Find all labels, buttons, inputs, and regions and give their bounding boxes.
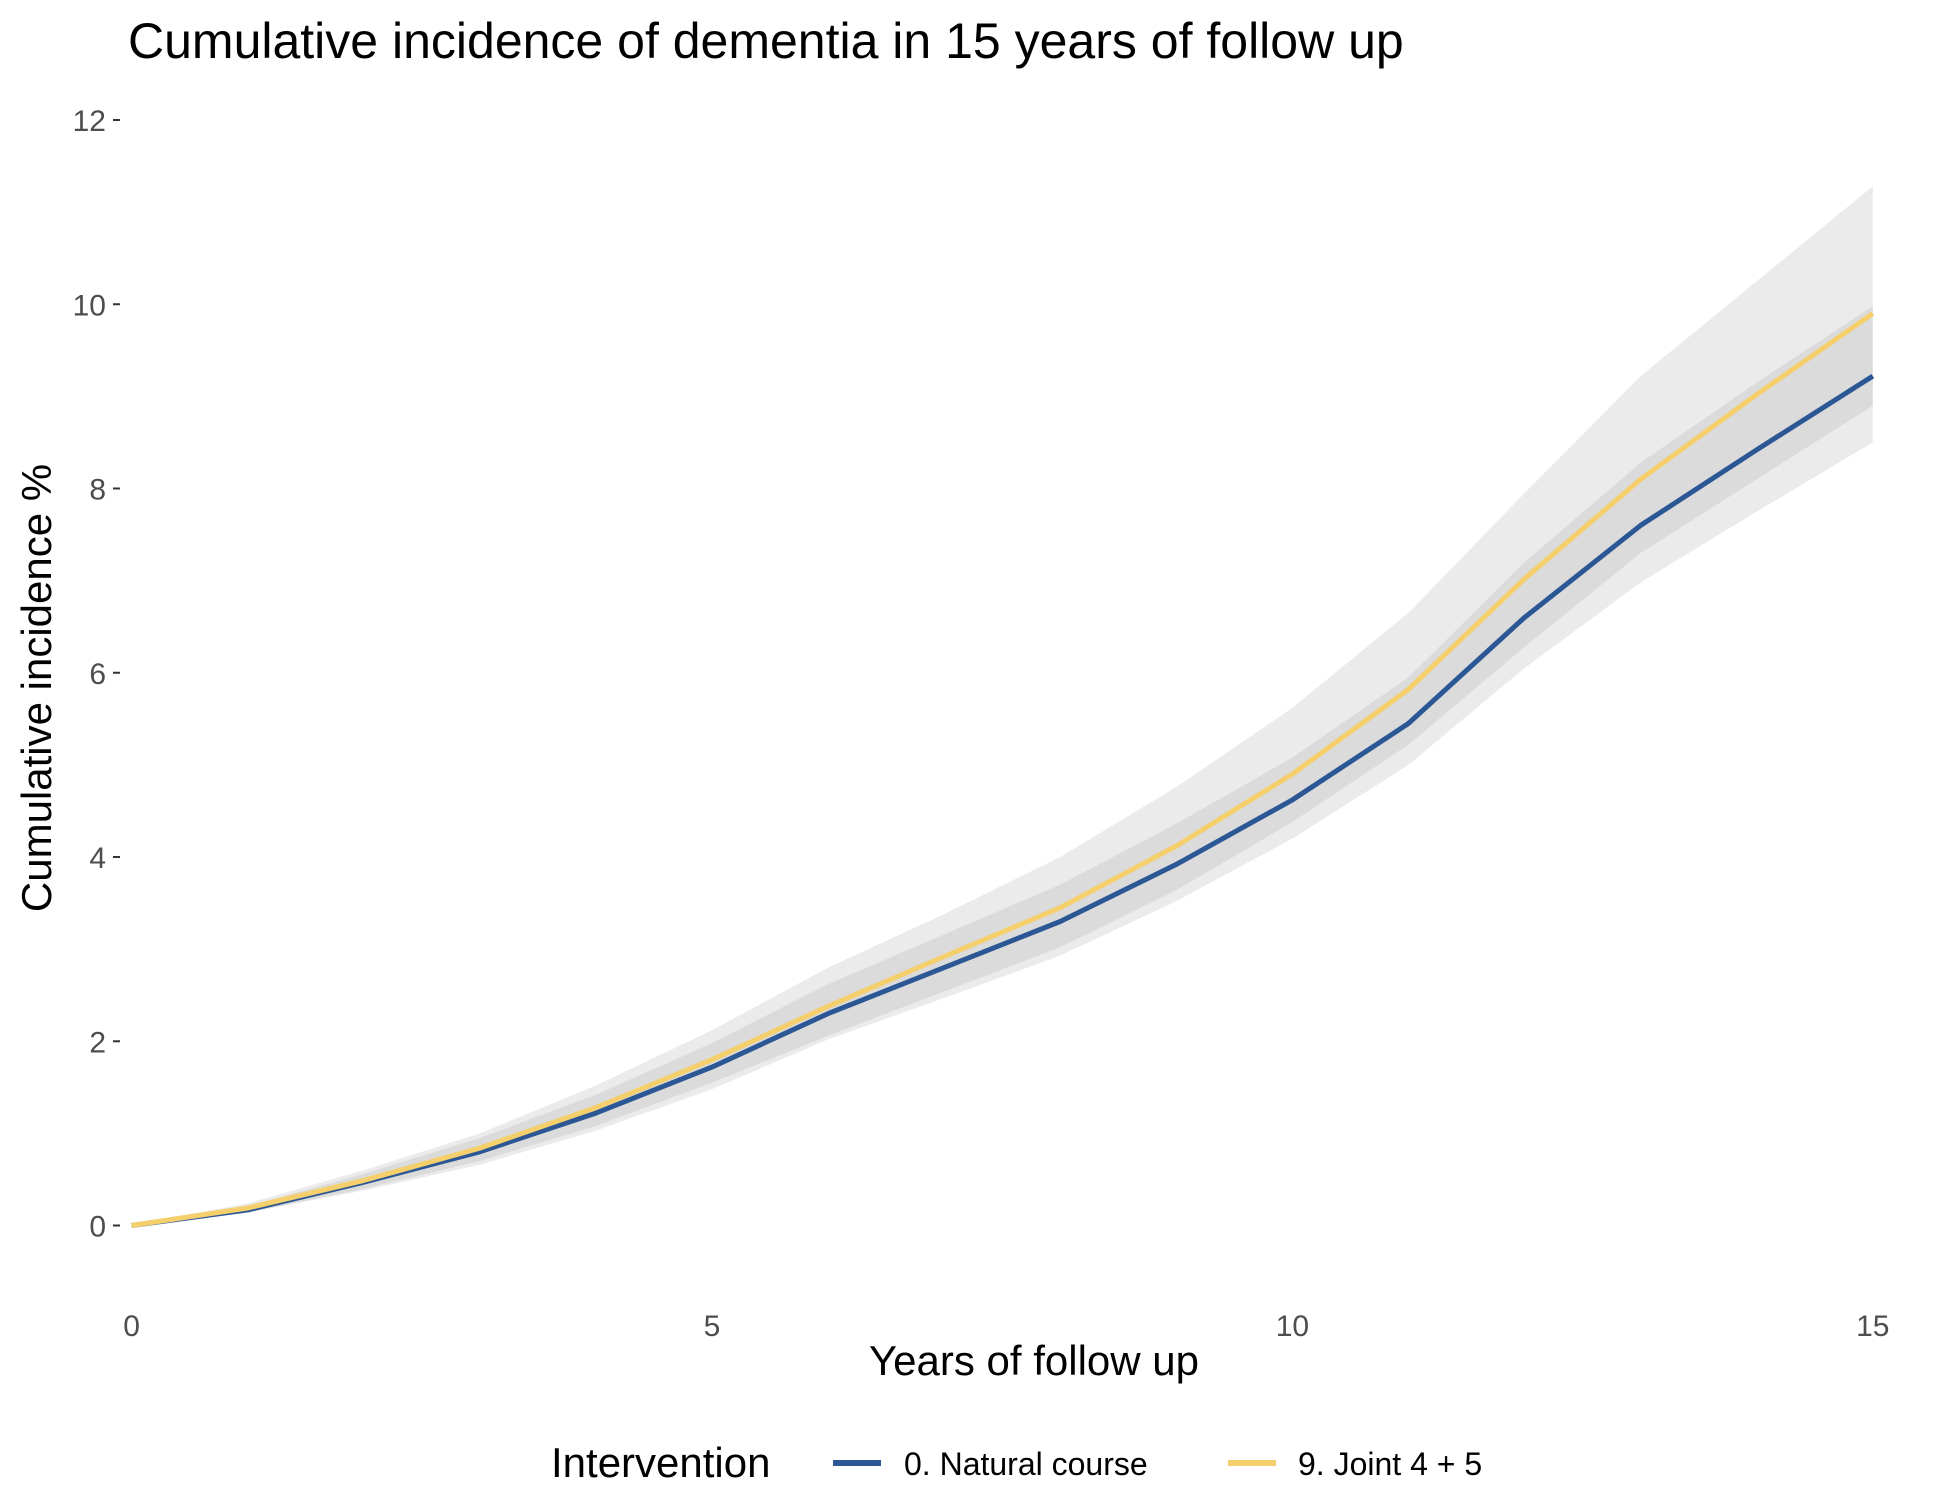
x-tick-label: 0: [123, 1310, 140, 1343]
y-axis: 0 2 4 6 8 10 12: [73, 105, 120, 1244]
y-tick-label: 4: [89, 842, 106, 875]
chart-title: Cumulative incidence of dementia in 15 y…: [128, 13, 1404, 69]
confidence-band-joint-4-5: [131, 186, 1873, 1226]
confidence-bands: [131, 186, 1873, 1226]
legend-label-natural-course: 0. Natural course: [904, 1446, 1148, 1482]
legend-label-joint-4-5: 9. Joint 4 + 5: [1298, 1446, 1482, 1482]
y-tick-label: 12: [73, 105, 106, 138]
y-tick-label: 6: [89, 658, 106, 691]
series-line-joint-4-5: [131, 311, 1875, 1228]
y-tick-label: 0: [89, 1211, 106, 1244]
y-tick-label: 10: [73, 289, 106, 322]
y-axis-title: Cumulative incidence %: [13, 464, 60, 912]
x-axis: 0 5 10 15: [123, 1310, 1889, 1343]
y-tick-label: 2: [89, 1026, 106, 1059]
x-tick-label: 15: [1856, 1310, 1889, 1343]
legend-title: Intervention: [551, 1439, 770, 1486]
series-lines: [131, 311, 1875, 1228]
x-tick-label: 10: [1276, 1310, 1309, 1343]
x-axis-title: Years of follow up: [869, 1337, 1199, 1384]
x-tick-label: 5: [704, 1310, 721, 1343]
series-line-natural-course: [131, 373, 1875, 1228]
legend: Intervention 0. Natural course 9. Joint …: [551, 1439, 1482, 1486]
y-tick-label: 8: [89, 474, 106, 507]
